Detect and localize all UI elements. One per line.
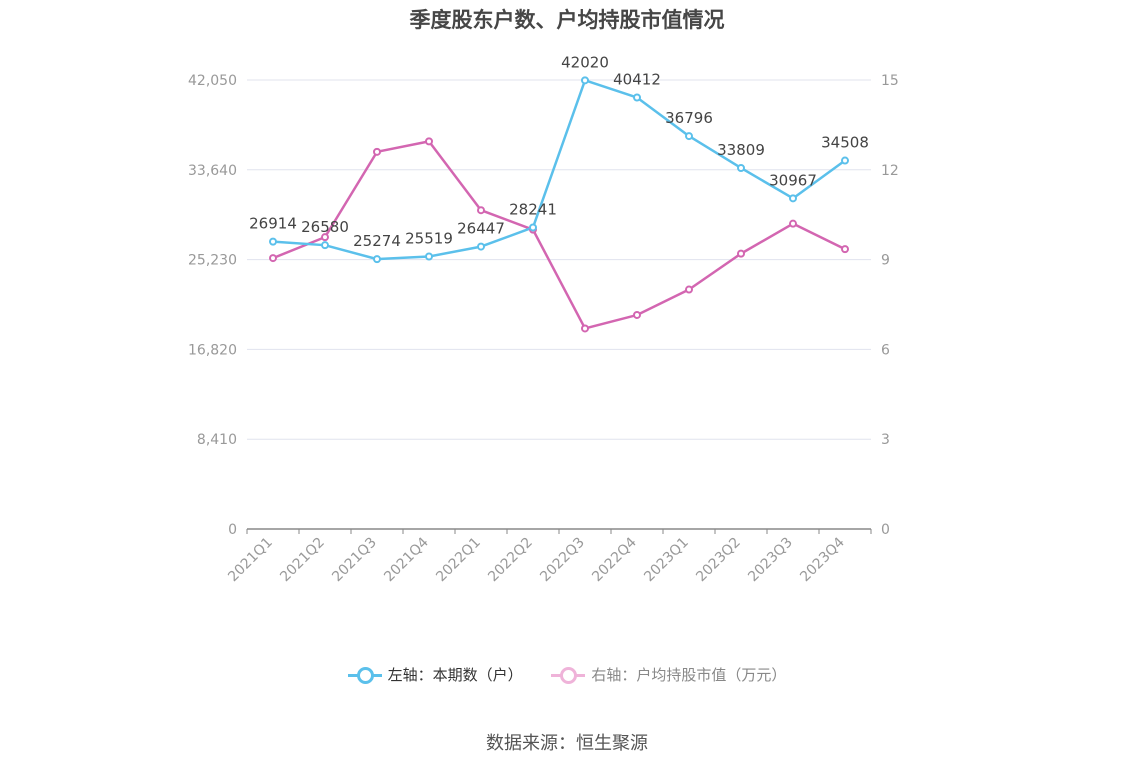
data-point-right — [581, 324, 589, 333]
y-left-tick-label: 25,230 — [188, 253, 237, 269]
y-right-tick-label: 15 — [881, 73, 899, 89]
x-tick-label: 2022Q3 — [537, 535, 588, 586]
x-tick-label: 2021Q1 — [225, 535, 276, 586]
data-label: 26447 — [457, 220, 505, 238]
y-right-tick-label: 3 — [881, 432, 890, 448]
data-point-right — [685, 285, 693, 294]
data-point-right — [321, 233, 329, 242]
axes: 0 0 8,410 3 16,820 6 25,230 9 33,640 12 42,050 15 20… — [188, 73, 899, 585]
data-label: 30967 — [769, 171, 817, 189]
data-point-left — [529, 223, 537, 232]
legend-item-right-axis[interactable]: 右轴：户均持股市值（万元） — [551, 664, 786, 685]
data-point-right — [373, 147, 381, 156]
x-tick-label: 2022Q1 — [433, 535, 484, 586]
y-left-tick-label: 33,640 — [188, 163, 237, 179]
x-tick-label: 2023Q4 — [797, 534, 848, 585]
data-point-left — [373, 255, 381, 264]
legend: 左轴：本期数（户） 右轴：户均持股市值（万元） — [0, 664, 1134, 688]
series-line-right — [272, 140, 846, 330]
data-point-left — [737, 163, 745, 172]
chart-title: 季度股东户数、户均持股市值情况 — [409, 8, 725, 32]
data-point-right — [269, 254, 277, 263]
x-tick-label: 2021Q4 — [381, 534, 432, 585]
y-right-tick-label: 12 — [881, 163, 899, 179]
data-point-right — [841, 245, 849, 254]
legend-item-left-axis[interactable]: 左轴：本期数（户） — [347, 664, 523, 685]
data-point-left — [321, 241, 329, 250]
data-label: 40412 — [613, 70, 661, 88]
y-left-tick-label: 8,410 — [197, 432, 237, 448]
data-point-right — [737, 249, 745, 258]
legend-marker-right — [551, 666, 586, 684]
data-point-left — [633, 93, 641, 102]
y-right-tick-label: 9 — [881, 253, 890, 269]
data-label: 34508 — [821, 134, 869, 152]
data-point-left — [269, 237, 277, 246]
legend-label-right: 右轴：户均持股市值（万元） — [591, 666, 787, 684]
data-label: 36796 — [665, 109, 713, 127]
data-label: 42020 — [561, 53, 609, 71]
data-point-left — [425, 252, 433, 261]
x-tick-label: 2022Q4 — [589, 534, 640, 585]
series-line-left — [272, 79, 846, 261]
y-right-tick-label: 0 — [881, 522, 890, 538]
x-tick-label: 2021Q2 — [277, 535, 328, 586]
data-point-left — [841, 156, 849, 165]
data-point-left — [789, 194, 797, 203]
y-left-tick-label: 42,050 — [188, 73, 237, 89]
x-tick-label: 2023Q1 — [641, 535, 692, 586]
data-label: 26914 — [249, 215, 297, 233]
data-label: 25274 — [353, 232, 401, 250]
series-points — [269, 76, 849, 333]
data-point-left — [685, 132, 693, 141]
x-tick-label: 2022Q2 — [485, 535, 536, 586]
x-tick-label: 2021Q3 — [329, 535, 380, 586]
y-right-tick-label: 6 — [881, 342, 890, 358]
data-point-right — [477, 206, 485, 215]
data-point-right — [633, 310, 641, 319]
x-tick-label: 2023Q3 — [745, 535, 796, 586]
legend-label-left: 左轴：本期数（户） — [387, 666, 523, 684]
data-label: 26580 — [301, 218, 349, 236]
data-point-right — [789, 219, 797, 228]
data-point-left — [477, 242, 485, 251]
y-left-tick-label: 16,820 — [188, 342, 237, 358]
data-label: 25519 — [405, 230, 453, 248]
legend-marker-left — [347, 666, 382, 684]
data-point-left — [581, 76, 589, 85]
data-point-right — [425, 137, 433, 146]
data-source-note: 数据来源：恒生聚源 — [486, 733, 648, 754]
x-tick-label: 2023Q2 — [693, 535, 744, 586]
data-label: 28241 — [509, 200, 557, 218]
grid-lines — [247, 79, 871, 440]
data-label: 33809 — [717, 141, 765, 159]
line-chart: 0 0 8,410 3 16,820 6 25,230 9 33,640 12 42,050 15 20… — [188, 53, 899, 585]
series-lines — [272, 79, 846, 330]
y-left-tick-label: 0 — [228, 522, 237, 538]
